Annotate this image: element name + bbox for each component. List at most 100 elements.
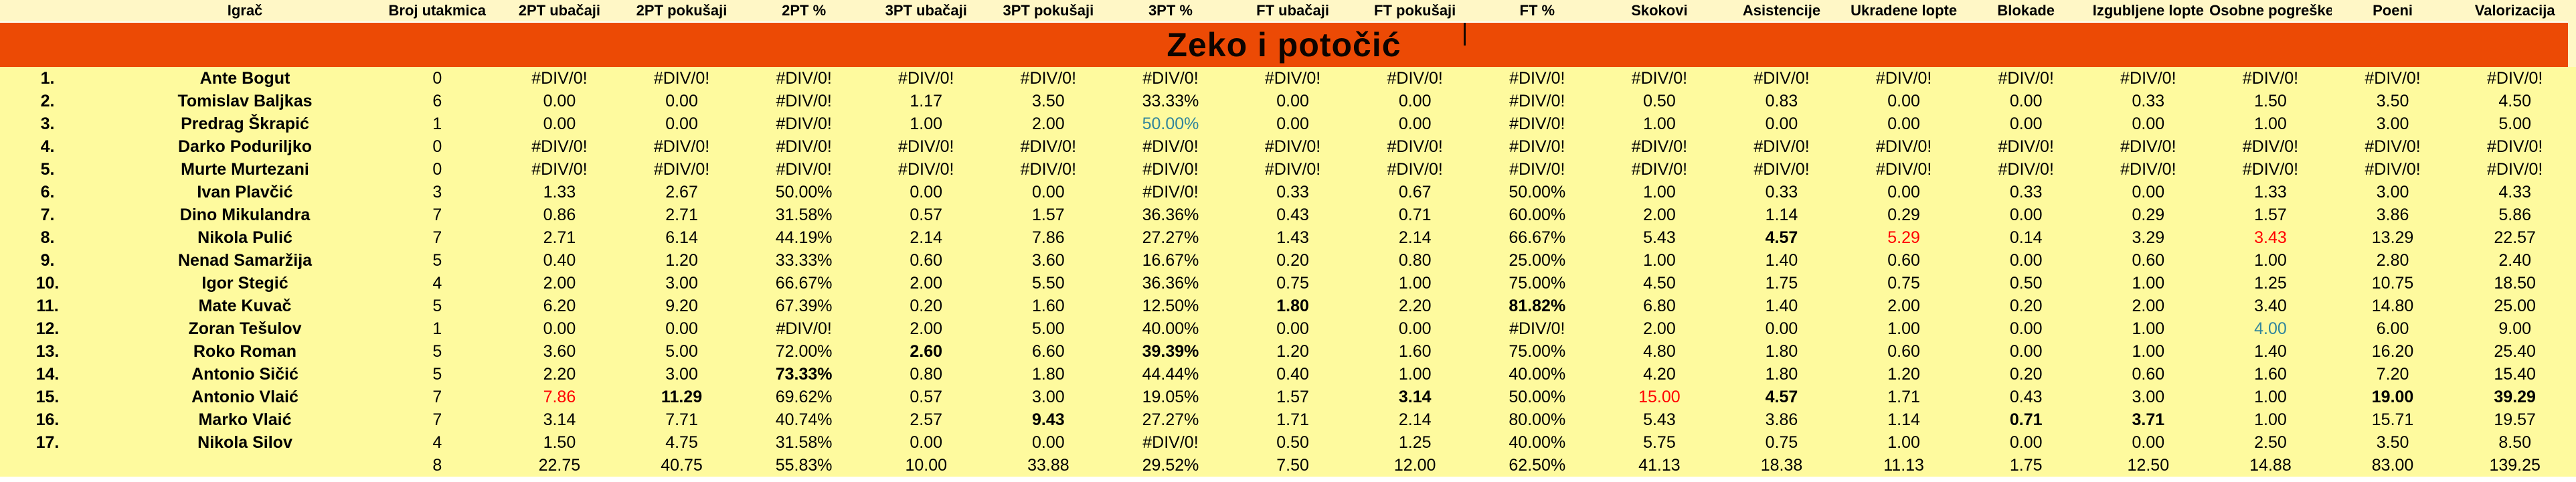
player-name-cell[interactable]: Mate Kuvač bbox=[198, 296, 292, 315]
player-name-cell[interactable]: Murte Murtezani bbox=[181, 159, 309, 179]
stat-cell[interactable]: #DIV/0! bbox=[1753, 68, 1810, 88]
row-number-cell[interactable]: 6. bbox=[40, 182, 55, 202]
stat-cell[interactable]: 3.86 bbox=[1765, 410, 1798, 429]
column-header[interactable]: Skokovi bbox=[1631, 2, 1688, 19]
stat-cell[interactable]: 1.00 bbox=[2132, 341, 2165, 361]
stat-cell[interactable]: 0.75 bbox=[1276, 273, 1309, 293]
stat-cell[interactable]: 2.60 bbox=[910, 341, 943, 361]
stat-cell[interactable]: 22.57 bbox=[2494, 228, 2536, 247]
stat-cell[interactable]: 0.60 bbox=[1887, 250, 1920, 270]
stat-cell[interactable]: #DIV/0! bbox=[1753, 159, 1810, 179]
player-name-cell[interactable]: Nenad Samaržija bbox=[177, 250, 313, 270]
stat-cell[interactable]: 0.20 bbox=[2009, 364, 2043, 384]
stat-cell[interactable]: 50.00% bbox=[1509, 182, 1566, 202]
stat-cell[interactable]: 3.60 bbox=[543, 341, 576, 361]
stat-cell[interactable]: #DIV/0! bbox=[653, 68, 710, 88]
stat-cell[interactable]: 7.86 bbox=[543, 387, 576, 406]
stat-cell[interactable]: #DIV/0! bbox=[1142, 432, 1199, 452]
stat-cell[interactable]: #DIV/0! bbox=[2242, 68, 2299, 88]
stat-cell[interactable]: 1 bbox=[432, 114, 442, 133]
stat-cell[interactable]: 0.00 bbox=[665, 91, 698, 110]
player-name-cell[interactable]: Tomislav Baljkas bbox=[177, 91, 313, 110]
player-name-cell[interactable] bbox=[114, 454, 376, 477]
stat-cell[interactable]: 0.83 bbox=[1765, 91, 1798, 110]
stat-cell[interactable]: #DIV/0! bbox=[776, 159, 832, 179]
stat-cell[interactable]: 50.00% bbox=[775, 182, 833, 202]
stat-cell[interactable]: 0.00 bbox=[1765, 319, 1798, 338]
stat-cell[interactable]: 7 bbox=[432, 387, 442, 406]
stat-cell[interactable]: #DIV/0! bbox=[898, 68, 954, 88]
stat-cell[interactable]: 0.33 bbox=[1276, 182, 1309, 202]
row-number-cell[interactable]: 8. bbox=[40, 228, 55, 247]
stat-cell[interactable]: 1.00 bbox=[1887, 432, 1920, 452]
stat-cell[interactable]: 1.00 bbox=[1643, 182, 1676, 202]
player-name-cell[interactable]: Dino Mikulandra bbox=[179, 205, 311, 224]
row-number-cell[interactable]: 7. bbox=[40, 205, 55, 224]
column-header[interactable]: 2PT pokušaji bbox=[636, 2, 727, 19]
stat-cell[interactable]: #DIV/0! bbox=[2242, 159, 2299, 179]
stat-cell[interactable]: 2.71 bbox=[665, 205, 698, 224]
stat-cell[interactable]: 3.00 bbox=[2376, 182, 2409, 202]
stat-cell[interactable]: 2.00 bbox=[2132, 296, 2165, 315]
stat-cell[interactable]: 7.20 bbox=[2376, 364, 2409, 384]
stat-cell[interactable]: 31.58% bbox=[775, 432, 833, 452]
stat-cell[interactable]: #DIV/0! bbox=[1142, 68, 1199, 88]
stat-cell[interactable]: 1.00 bbox=[2132, 319, 2165, 338]
stat-cell[interactable]: 40.74% bbox=[775, 410, 833, 429]
stat-cell[interactable]: 0.60 bbox=[2132, 364, 2165, 384]
player-name-cell[interactable]: Nikola Pulić bbox=[197, 228, 292, 247]
stat-cell[interactable]: 2.14 bbox=[1398, 410, 1432, 429]
stat-cell[interactable]: 6.20 bbox=[543, 296, 576, 315]
row-number-cell[interactable]: 3. bbox=[40, 114, 55, 133]
stat-cell[interactable]: 0.00 bbox=[2009, 91, 2043, 110]
stat-cell[interactable]: 7.71 bbox=[665, 410, 698, 429]
stat-cell[interactable]: #DIV/0! bbox=[2365, 68, 2421, 88]
stat-cell[interactable]: 4 bbox=[432, 432, 442, 452]
stat-cell[interactable]: #DIV/0! bbox=[653, 137, 710, 156]
stat-cell[interactable]: 0.00 bbox=[1887, 182, 1920, 202]
stat-cell[interactable]: 12.50 bbox=[2127, 455, 2170, 475]
stat-cell[interactable]: 1.00 bbox=[2254, 387, 2287, 406]
stat-cell[interactable]: 36.36% bbox=[1142, 205, 1199, 224]
stat-cell[interactable]: 0.00 bbox=[2009, 432, 2043, 452]
stat-cell[interactable]: 3.50 bbox=[1032, 91, 1065, 110]
stat-cell[interactable]: 0.00 bbox=[1276, 91, 1309, 110]
stat-cell[interactable]: 4.00 bbox=[2254, 319, 2287, 338]
stat-cell[interactable]: 0.33 bbox=[2009, 182, 2043, 202]
stat-cell[interactable]: 3 bbox=[432, 182, 442, 202]
stat-cell[interactable]: 1.43 bbox=[1276, 228, 1309, 247]
stat-cell[interactable]: 5 bbox=[432, 364, 442, 384]
column-header[interactable]: Blokade bbox=[1997, 2, 2055, 19]
stat-cell[interactable]: 15.40 bbox=[2494, 364, 2536, 384]
stat-cell[interactable]: 0.00 bbox=[543, 91, 576, 110]
stat-cell[interactable]: 0.33 bbox=[1765, 182, 1798, 202]
stat-cell[interactable]: 13.29 bbox=[2371, 228, 2414, 247]
stat-cell[interactable]: 0.57 bbox=[910, 387, 943, 406]
stat-cell[interactable]: 55.83% bbox=[775, 455, 833, 475]
stat-cell[interactable]: 1.00 bbox=[1643, 250, 1676, 270]
stat-cell[interactable]: #DIV/0! bbox=[531, 137, 588, 156]
stat-cell[interactable]: 25.00% bbox=[1509, 250, 1566, 270]
stat-cell[interactable]: 1.00 bbox=[2254, 250, 2287, 270]
stat-cell[interactable]: #DIV/0! bbox=[1387, 68, 1443, 88]
row-number-cell[interactable]: 1. bbox=[40, 68, 55, 88]
stat-cell[interactable]: 1.80 bbox=[1765, 364, 1798, 384]
stat-cell[interactable]: 0.00 bbox=[910, 432, 943, 452]
stat-cell[interactable]: #DIV/0! bbox=[531, 159, 588, 179]
stat-cell[interactable]: 14.80 bbox=[2371, 296, 2414, 315]
stat-cell[interactable]: 1.75 bbox=[2009, 455, 2043, 475]
stat-cell[interactable]: 7 bbox=[432, 205, 442, 224]
stat-cell[interactable]: #DIV/0! bbox=[1998, 137, 2054, 156]
stat-cell[interactable]: 12.50% bbox=[1142, 296, 1199, 315]
stat-cell[interactable]: 73.33% bbox=[775, 364, 833, 384]
stat-cell[interactable]: 1.33 bbox=[543, 182, 576, 202]
stat-cell[interactable]: 44.19% bbox=[775, 228, 833, 247]
stat-cell[interactable]: #DIV/0! bbox=[1387, 137, 1443, 156]
stat-cell[interactable]: 1.40 bbox=[1765, 296, 1798, 315]
stat-cell[interactable]: #DIV/0! bbox=[1998, 68, 2054, 88]
stat-cell[interactable]: 40.75 bbox=[661, 455, 703, 475]
stat-cell[interactable]: 2.40 bbox=[2498, 250, 2532, 270]
stat-cell[interactable]: 0.00 bbox=[1398, 91, 1432, 110]
stat-cell[interactable]: 0.00 bbox=[2009, 205, 2043, 224]
row-number-cell[interactable]: 17. bbox=[35, 432, 60, 452]
